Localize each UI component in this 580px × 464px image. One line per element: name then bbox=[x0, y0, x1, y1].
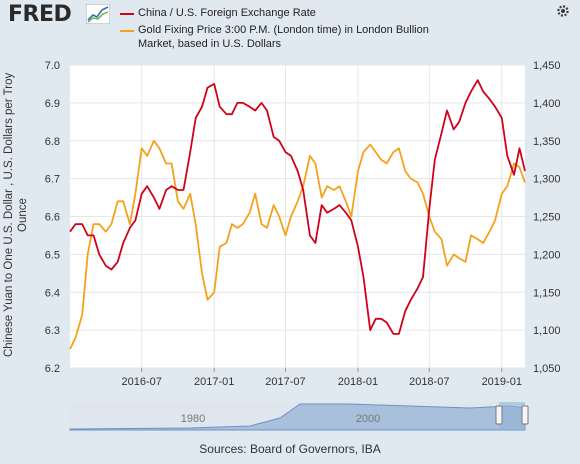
navigator-selected-range[interactable] bbox=[499, 402, 525, 430]
y-tick-label-right: 1,100 bbox=[533, 325, 561, 337]
series-line-gold-price[interactable] bbox=[69, 139, 526, 350]
line-graph-icon bbox=[86, 4, 110, 24]
legend-swatch-gold-price bbox=[120, 30, 134, 32]
y-tick-label-left: 6.7 bbox=[45, 174, 60, 186]
series-line-exchange-rate[interactable] bbox=[69, 79, 526, 335]
y-tick-label-left: 6.5 bbox=[45, 249, 60, 261]
y-tick-label-left: 6.9 bbox=[45, 98, 60, 110]
y-tick-label-right: 1,350 bbox=[533, 136, 561, 148]
sources-note: Sources: Board of Governors, IBA bbox=[199, 442, 381, 456]
navigator-year-label: 1980 bbox=[181, 413, 205, 425]
y-tick-label-left: 6.6 bbox=[45, 212, 60, 224]
legend-swatch-exchange-rate bbox=[120, 13, 134, 15]
y-tick-label-right: 1,150 bbox=[533, 287, 561, 299]
x-tick-label: 2017-01 bbox=[194, 376, 234, 388]
line-chart: 6.2 6.3 6.4 6.5 6.6 6.7 6.8 6.9 7.0 1,050 1,100 1,1… bbox=[45, 60, 561, 431]
legend-label-gold-price-line1[interactable]: Gold Fixing Price 3:00 P.M. (London time… bbox=[138, 24, 429, 36]
x-tick-label: 2017-07 bbox=[265, 376, 305, 388]
navigator-year-label: 2000 bbox=[356, 413, 380, 425]
gridlines bbox=[70, 64, 525, 369]
y-tick-label-right: 1,250 bbox=[533, 212, 561, 224]
y-tick-label-left: 6.2 bbox=[45, 363, 60, 375]
y-tick-label-left: 7.0 bbox=[45, 60, 60, 72]
x-tick-label: 2018-01 bbox=[338, 376, 378, 388]
y-tick-label-right: 1,300 bbox=[533, 174, 561, 186]
legend-label-gold-price-line2: Market, based in U.S. Dollars bbox=[138, 38, 282, 50]
legend-label-exchange-rate[interactable]: China / U.S. Foreign Exchange Rate bbox=[138, 7, 316, 19]
y-tick-label-right: 1,450 bbox=[533, 60, 561, 72]
y-tick-label-right: 1,050 bbox=[533, 363, 561, 375]
navigator-handle-left[interactable] bbox=[495, 405, 503, 425]
y-tick-label-left: 6.4 bbox=[45, 287, 60, 299]
y-tick-label-left: 6.8 bbox=[45, 136, 60, 148]
fred-logo[interactable]: FRED bbox=[8, 2, 72, 27]
gear-icon[interactable] bbox=[556, 4, 570, 18]
x-tick-label: 2018-07 bbox=[409, 376, 449, 388]
axes: 6.2 6.3 6.4 6.5 6.6 6.7 6.8 6.9 7.0 1,050 1,100 1,1… bbox=[45, 60, 561, 388]
navigator-handle-right[interactable] bbox=[521, 405, 529, 425]
y-tick-label-right: 1,200 bbox=[533, 249, 561, 261]
y-tick-label-left: 6.3 bbox=[45, 325, 60, 337]
date-range-navigator: 1980 2000 bbox=[69, 402, 529, 431]
series-lines bbox=[69, 79, 526, 350]
x-tick-label: 2016-07 bbox=[122, 376, 162, 388]
x-tick-label: 2019-01 bbox=[482, 376, 522, 388]
y-tick-label-right: 1,400 bbox=[533, 98, 561, 110]
